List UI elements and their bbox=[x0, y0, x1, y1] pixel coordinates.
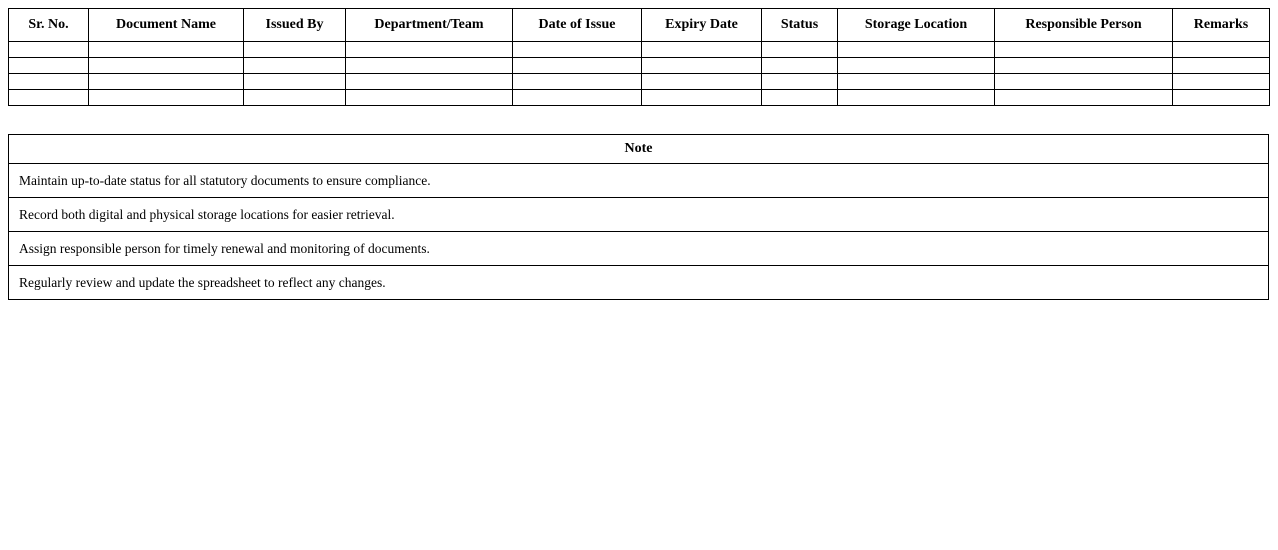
table-cell bbox=[8, 89, 89, 106]
table-cell bbox=[512, 57, 642, 74]
table-cell bbox=[8, 57, 89, 74]
table-cell bbox=[837, 89, 995, 106]
column-header-remarks: Remarks bbox=[1172, 8, 1270, 42]
table-cell bbox=[1172, 73, 1270, 90]
table-cell bbox=[345, 41, 513, 58]
note-item: Assign responsible person for timely ren… bbox=[8, 231, 1269, 266]
table-cell bbox=[994, 41, 1173, 58]
note-title: Note bbox=[8, 134, 1269, 164]
note-table: Note Maintain up-to-date status for all … bbox=[8, 134, 1269, 300]
table-cell bbox=[761, 57, 838, 74]
column-header-responsible-person: Responsible Person bbox=[994, 8, 1173, 42]
table-cell bbox=[512, 41, 642, 58]
table-cell bbox=[994, 57, 1173, 74]
table-cell bbox=[512, 89, 642, 106]
table-cell bbox=[837, 41, 995, 58]
table-cell bbox=[88, 89, 244, 106]
table-cell bbox=[641, 89, 762, 106]
column-header-issued-by: Issued By bbox=[243, 8, 346, 42]
table-cell bbox=[88, 57, 244, 74]
column-header-department-team: Department/Team bbox=[345, 8, 513, 42]
table-cell bbox=[837, 57, 995, 74]
note-row: Record both digital and physical storage… bbox=[8, 197, 1269, 232]
column-header-document-name: Document Name bbox=[88, 8, 244, 42]
table-cell bbox=[88, 41, 244, 58]
table-cell bbox=[8, 73, 89, 90]
table-cell bbox=[1172, 41, 1270, 58]
column-header-sr-no: Sr. No. bbox=[8, 8, 89, 42]
table-cell bbox=[243, 41, 346, 58]
column-header-status: Status bbox=[761, 8, 838, 42]
table-cell bbox=[641, 41, 762, 58]
statutory-documents-table: Sr. No. Document Name Issued By Departme… bbox=[8, 8, 1270, 106]
table-header-row: Sr. No. Document Name Issued By Departme… bbox=[8, 8, 1270, 42]
column-header-expiry-date: Expiry Date bbox=[641, 8, 762, 42]
note-item: Record both digital and physical storage… bbox=[8, 197, 1269, 232]
table-cell bbox=[8, 41, 89, 58]
note-item: Regularly review and update the spreadsh… bbox=[8, 265, 1269, 300]
table-cell bbox=[994, 89, 1173, 106]
table-cell bbox=[345, 89, 513, 106]
table-cell bbox=[1172, 57, 1270, 74]
table-cell bbox=[641, 73, 762, 90]
table-row bbox=[8, 73, 1270, 90]
table-cell bbox=[1172, 89, 1270, 106]
table-cell bbox=[243, 57, 346, 74]
table-cell bbox=[837, 73, 995, 90]
table-cell bbox=[345, 73, 513, 90]
note-row: Maintain up-to-date status for all statu… bbox=[8, 163, 1269, 198]
note-row: Regularly review and update the spreadsh… bbox=[8, 265, 1269, 300]
table-cell bbox=[761, 73, 838, 90]
note-row: Assign responsible person for timely ren… bbox=[8, 231, 1269, 266]
table-cell bbox=[88, 73, 244, 90]
table-cell bbox=[641, 57, 762, 74]
table-row bbox=[8, 41, 1270, 58]
table-cell bbox=[761, 41, 838, 58]
table-cell bbox=[994, 73, 1173, 90]
table-row bbox=[8, 57, 1270, 74]
note-item: Maintain up-to-date status for all statu… bbox=[8, 163, 1269, 198]
note-header-row: Note bbox=[8, 134, 1269, 164]
table-cell bbox=[243, 73, 346, 90]
column-header-storage-location: Storage Location bbox=[837, 8, 995, 42]
table-cell bbox=[761, 89, 838, 106]
table-row bbox=[8, 89, 1270, 106]
table-cell bbox=[512, 73, 642, 90]
table-cell bbox=[345, 57, 513, 74]
table-cell bbox=[243, 89, 346, 106]
column-header-date-of-issue: Date of Issue bbox=[512, 8, 642, 42]
